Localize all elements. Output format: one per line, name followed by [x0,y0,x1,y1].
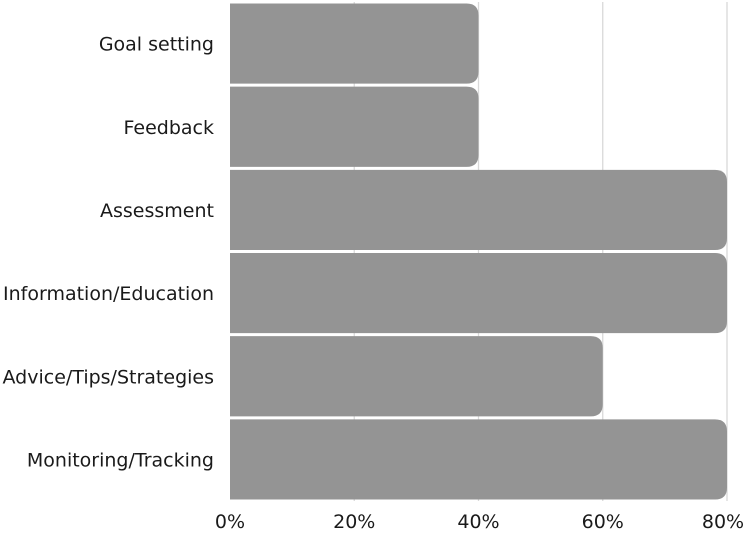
category-label: Monitoring/Tracking [27,449,214,471]
bars [230,3,727,500]
category-label: Assessment [100,200,214,222]
category-label: Goal setting [99,34,214,56]
category-label: Advice/Tips/Strategies [3,366,214,388]
gridlines [353,2,728,501]
category-label: Information/Education [3,283,214,305]
x-tick-label: 40% [457,511,499,533]
category-labels: Goal setting Feedback Assessment Informatio… [3,34,214,472]
bar [230,419,727,500]
x-tick-label: 20% [333,511,375,533]
x-axis-tick-labels: 0% 20% 40% 60% 80% [215,511,744,533]
bar [230,86,479,167]
category-label: Feedback [124,117,214,139]
x-tick-label: 60% [582,511,624,533]
bar [230,253,727,334]
bar [230,3,479,84]
bar [230,336,603,417]
x-tick-label: 0% [215,511,245,533]
bar [230,169,727,250]
x-tick-label: 80% [702,511,744,533]
